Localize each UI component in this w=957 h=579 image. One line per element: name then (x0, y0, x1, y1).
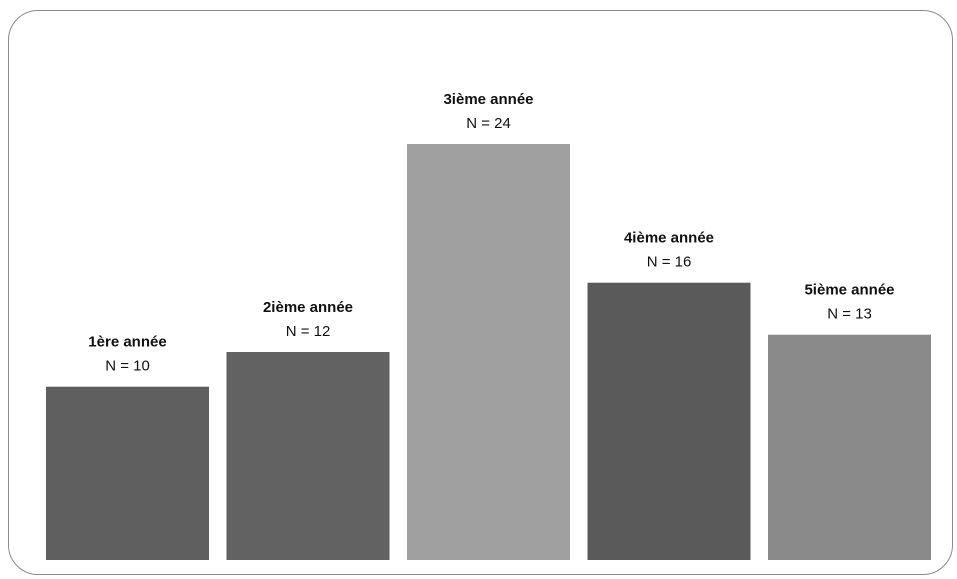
data-label-1: N = 10 (105, 358, 150, 375)
category-label-4: 4ième année (624, 230, 714, 247)
category-label-3: 3ième année (443, 91, 533, 108)
bar-2 (226, 352, 390, 560)
data-label-5: N = 13 (827, 306, 872, 323)
bar-3 (407, 144, 570, 560)
category-label-5: 5ième année (804, 282, 894, 299)
category-label-2: 2ième année (263, 299, 353, 316)
bar-1 (46, 386, 209, 560)
data-label-3: N = 24 (466, 115, 511, 132)
bar-4 (587, 282, 751, 560)
data-label-2: N = 12 (286, 323, 331, 340)
bar-5 (768, 334, 931, 560)
category-label-1: 1ère année (88, 334, 166, 351)
data-label-4: N = 16 (647, 254, 692, 271)
